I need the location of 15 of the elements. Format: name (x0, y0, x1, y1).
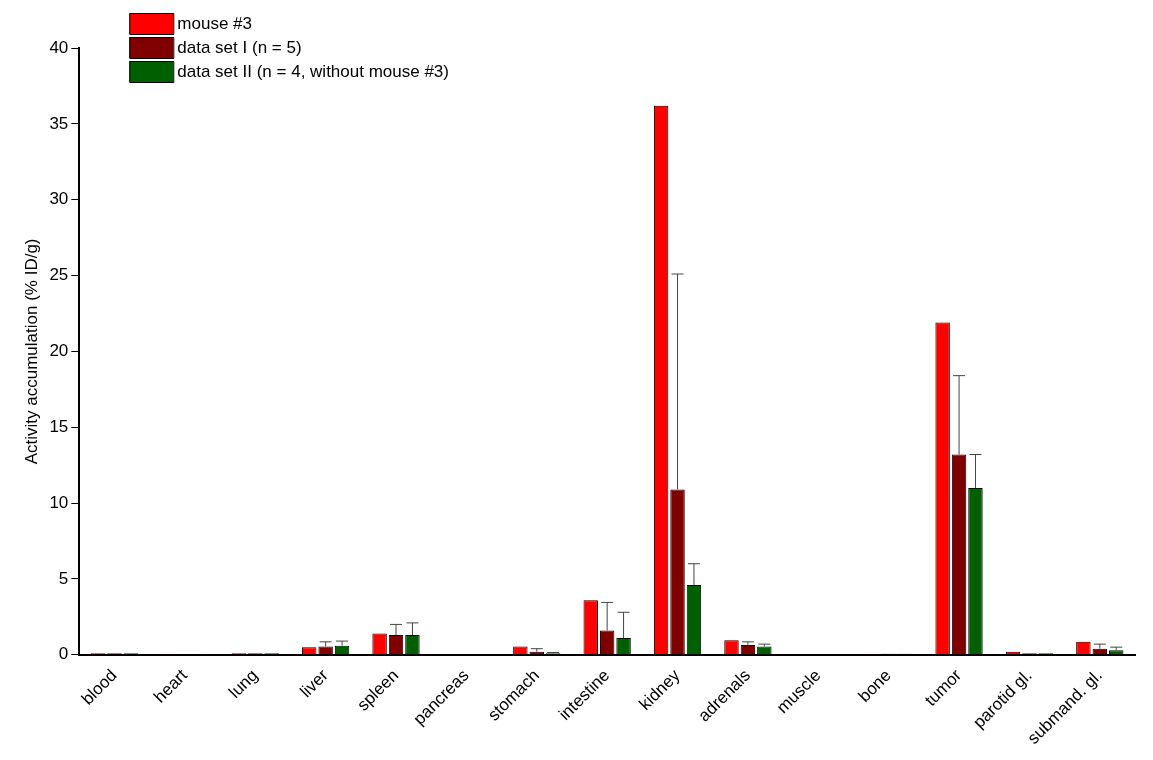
y-tick-label: 30 (49, 189, 69, 209)
y-tick-label: 15 (49, 416, 69, 436)
y-tick-label: 5 (58, 568, 69, 588)
x-tick-label: liver (296, 665, 333, 702)
legend-label: mouse #3 (177, 13, 252, 33)
legend-label: data set II (n = 4, without mouse #3) (177, 61, 449, 81)
x-tick-label: lung (225, 665, 262, 702)
y-tick-label: 40 (49, 37, 69, 57)
y-tick-label: 35 (49, 113, 69, 133)
y-tick-label: 20 (49, 341, 69, 361)
legend-label: data set I (n = 5) (177, 37, 302, 57)
y-tick-label: 10 (49, 492, 69, 512)
y-tick-label: 25 (49, 265, 69, 285)
y-axis-title: Activity accumulation (% ID/g) (21, 238, 41, 465)
y-tick-label: 0 (58, 644, 69, 664)
